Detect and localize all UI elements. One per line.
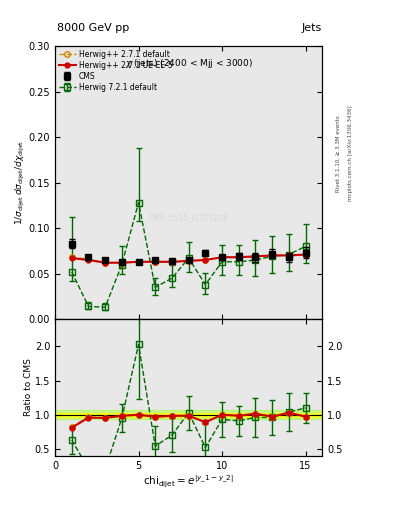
Text: Jets: Jets (301, 23, 321, 33)
Herwig++ 2.7.1 default (153, 259, 158, 265)
Y-axis label: Ratio to CMS: Ratio to CMS (24, 358, 33, 416)
Y-axis label: $1/\sigma_\mathrm{dijet}\,d\sigma_\mathrm{dijet}/d\chi_\mathrm{dijet}$: $1/\sigma_\mathrm{dijet}\,d\sigma_\mathr… (14, 140, 27, 225)
Text: CMS_5515_I1327224: CMS_5515_I1327224 (149, 214, 228, 223)
Herwig++ 2.7.1 UE-EE-5 (103, 260, 108, 266)
Herwig++ 2.7.1 default (186, 258, 191, 264)
Herwig++ 2.7.1 UE-EE-5 (253, 253, 258, 260)
Herwig++ 2.7.1 default (286, 252, 291, 259)
Herwig++ 2.7.1 UE-EE-5 (119, 260, 124, 266)
Herwig++ 2.7.1 UE-EE-5 (203, 257, 208, 263)
Herwig++ 2.7.1 default (237, 254, 241, 260)
Text: 8000 GeV pp: 8000 GeV pp (57, 23, 129, 33)
Herwig++ 2.7.1 default (170, 259, 174, 265)
Herwig++ 2.7.1 default (203, 257, 208, 263)
Bar (55, 413, 322, 417)
Herwig++ 2.7.1 default (270, 252, 274, 259)
X-axis label: $\mathrm{chi}_\mathrm{dijet} = e^{|y\_1-y\_2|}$: $\mathrm{chi}_\mathrm{dijet} = e^{|y\_1-… (143, 473, 234, 489)
Text: mcplots.cern.ch [arXiv:1306.3436]: mcplots.cern.ch [arXiv:1306.3436] (348, 106, 353, 201)
Herwig++ 2.7.1 default (103, 260, 108, 266)
Herwig++ 2.7.1 UE-EE-5 (86, 257, 91, 263)
Herwig++ 2.7.1 UE-EE-5 (186, 258, 191, 264)
Herwig++ 2.7.1 default (136, 259, 141, 265)
Line: Herwig++ 2.7.1 UE-EE-5: Herwig++ 2.7.1 UE-EE-5 (69, 252, 308, 265)
Herwig++ 2.7.1 UE-EE-5 (270, 252, 274, 259)
Herwig++ 2.7.1 UE-EE-5 (170, 259, 174, 265)
Herwig++ 2.7.1 default (69, 254, 74, 260)
Herwig++ 2.7.1 UE-EE-5 (69, 255, 74, 261)
Herwig++ 2.7.1 UE-EE-5 (286, 252, 291, 259)
Herwig++ 2.7.1 default (86, 256, 91, 262)
Legend: Herwig++ 2.7.1 default, Herwig++ 2.7.1 UE-EE-5, CMS, Herwig 7.2.1 default: Herwig++ 2.7.1 default, Herwig++ 2.7.1 U… (57, 48, 174, 93)
Herwig++ 2.7.1 UE-EE-5 (303, 251, 308, 258)
Bar (55, 410, 322, 419)
Herwig++ 2.7.1 UE-EE-5 (153, 259, 158, 265)
Herwig++ 2.7.1 default (253, 253, 258, 260)
Text: Rivet 3.1.10, ≥ 3.3M events: Rivet 3.1.10, ≥ 3.3M events (336, 115, 341, 192)
Herwig++ 2.7.1 default (303, 251, 308, 258)
Text: $\chi$ (jets) (2400 < Mjj < 3000): $\chi$ (jets) (2400 < Mjj < 3000) (125, 57, 253, 70)
Line: Herwig++ 2.7.1 default: Herwig++ 2.7.1 default (69, 252, 309, 266)
Herwig++ 2.7.1 UE-EE-5 (136, 259, 141, 265)
Herwig++ 2.7.1 UE-EE-5 (220, 254, 224, 260)
Herwig++ 2.7.1 default (220, 254, 224, 260)
Herwig++ 2.7.1 default (119, 260, 124, 266)
Herwig++ 2.7.1 UE-EE-5 (237, 254, 241, 260)
